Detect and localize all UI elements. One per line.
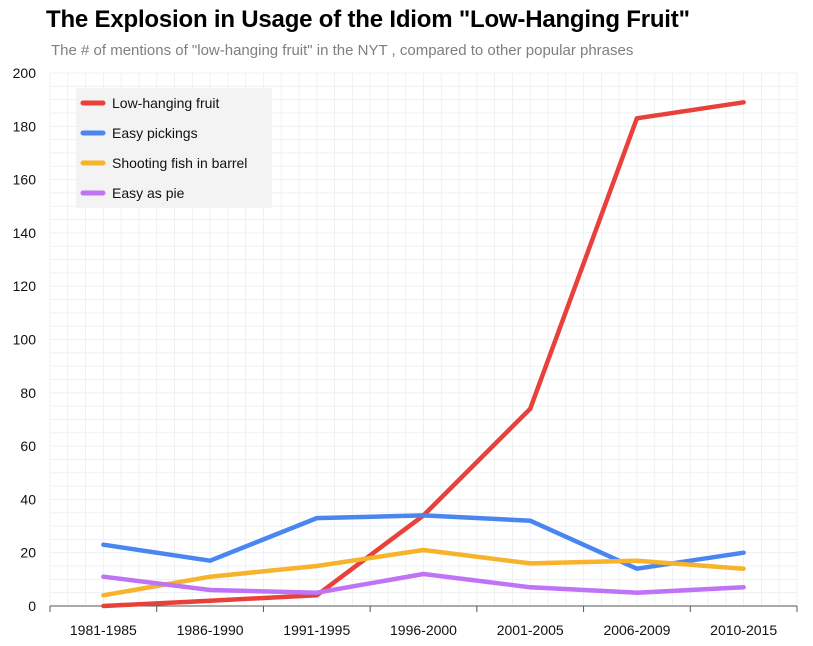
x-tick-label: 1996-2000 xyxy=(390,622,457,638)
chart-subtitle: The # of mentions of "low-hanging fruit"… xyxy=(51,42,634,59)
y-tick-label: 20 xyxy=(20,545,36,561)
x-tick-label: 1991-1995 xyxy=(283,622,350,638)
y-tick-label: 80 xyxy=(20,385,36,401)
x-tick-label: 1986-1990 xyxy=(177,622,244,638)
series-lines xyxy=(101,100,746,609)
y-tick-label: 60 xyxy=(20,438,36,454)
y-tick-label: 40 xyxy=(20,491,36,507)
x-tick-label: 1981-1985 xyxy=(70,622,137,638)
axes: 0 20 40 60 80 100 120 140 160 180 200 1981-1985 1986… xyxy=(13,65,798,638)
y-tick-label: 140 xyxy=(13,225,37,241)
x-tick-label: 2006-2009 xyxy=(603,622,670,638)
y-tick-label: 100 xyxy=(13,332,37,348)
legend-label: Easy pickings xyxy=(112,125,198,141)
legend: Low-hanging fruit Easy pickings Shooting f… xyxy=(76,88,272,208)
legend-label: Shooting fish in barrel xyxy=(112,155,247,171)
y-tick-label: 0 xyxy=(28,598,36,614)
x-tick-label: 2001-2005 xyxy=(497,622,564,638)
y-tick-label: 120 xyxy=(13,278,37,294)
y-tick-label: 160 xyxy=(13,172,37,188)
legend-label: Low-hanging fruit xyxy=(112,95,220,111)
chart-title: The Explosion in Usage of the Idiom "Low… xyxy=(46,6,690,33)
series-line xyxy=(101,571,746,595)
legend-box xyxy=(76,88,272,208)
y-tick-label: 200 xyxy=(13,65,37,81)
legend-label: Easy as pie xyxy=(112,185,185,201)
x-tick-label: 2010-2015 xyxy=(710,622,777,638)
series-line xyxy=(101,547,746,598)
series-line xyxy=(101,513,746,571)
y-tick-label: 180 xyxy=(13,118,37,134)
